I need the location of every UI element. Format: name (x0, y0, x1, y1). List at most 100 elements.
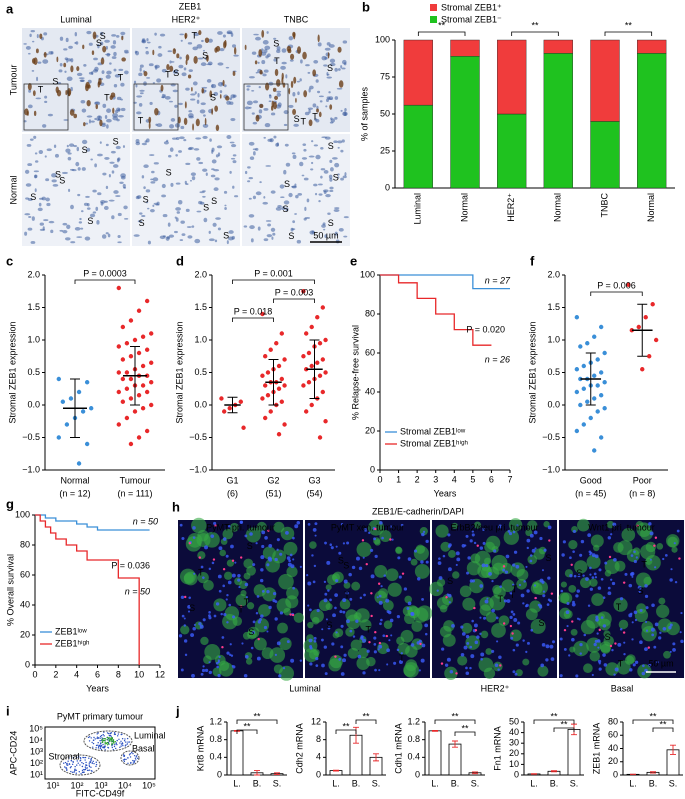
nucleus (197, 57, 204, 60)
nucleus (164, 96, 171, 100)
dapi (234, 561, 237, 564)
dapi (208, 661, 211, 664)
event (123, 740, 126, 742)
event (102, 733, 104, 736)
dapi (307, 581, 312, 586)
nucleus (226, 31, 233, 35)
dapi (447, 533, 451, 537)
region-mark: T (498, 594, 504, 604)
nucleus (188, 113, 194, 118)
ecad-cell (635, 572, 651, 588)
ecad-cell (613, 542, 624, 553)
nucleus (276, 142, 279, 147)
nucleus (138, 72, 143, 77)
y-tick-label: −0.5 (189, 432, 207, 442)
region-mark: S (248, 627, 254, 637)
dapi (515, 643, 519, 647)
nucleus (149, 154, 155, 157)
dapi (389, 618, 394, 623)
gate (120, 750, 140, 766)
nucleus (310, 168, 314, 171)
data-point (144, 373, 150, 378)
nucleus (263, 69, 269, 73)
legend-label: Stromal ZEB1⁻ (441, 14, 502, 24)
nucleus (313, 183, 318, 187)
dapi (566, 602, 570, 606)
dapi (473, 623, 478, 628)
nucleus (50, 229, 54, 234)
p-value: P = 0.036 (111, 560, 150, 570)
nucleus (44, 155, 47, 158)
dapi (329, 598, 332, 602)
event (78, 771, 80, 773)
nucleus (283, 169, 287, 175)
data-point (149, 380, 154, 385)
nucleus (325, 193, 331, 198)
event (111, 738, 113, 740)
ecad-cell (448, 550, 456, 558)
data-point (282, 383, 287, 388)
significance-bracket (434, 719, 476, 724)
data-point (585, 341, 590, 346)
dapi (202, 618, 206, 622)
nucleus (229, 141, 235, 144)
zeb1-stain (272, 87, 277, 92)
significance-label: ** (438, 20, 446, 30)
dapi (602, 624, 607, 628)
nucleus (336, 87, 343, 90)
event (76, 760, 78, 762)
data-point (301, 383, 306, 388)
event (106, 738, 108, 741)
nucleus (35, 97, 42, 100)
nucleus (105, 232, 109, 235)
nucleus (135, 141, 141, 146)
ecad-cell (436, 578, 446, 587)
x-tick-label: HER2⁺ (506, 193, 516, 222)
dapi (183, 617, 186, 620)
dapi (529, 554, 533, 557)
nucleus (340, 177, 344, 181)
column-label: TNBC (284, 14, 309, 24)
event (130, 762, 132, 764)
dapi (533, 584, 537, 587)
ecad-cell (415, 544, 426, 554)
significance-label: ** (550, 711, 558, 721)
significance-bracket (533, 719, 575, 724)
dapi (522, 602, 525, 605)
nucleus (264, 45, 271, 50)
zeb1-cell (221, 646, 224, 649)
bar-segment (637, 53, 667, 189)
dapi (679, 631, 682, 634)
ecad-cell (377, 642, 389, 655)
nucleus (147, 240, 151, 245)
event (79, 764, 81, 766)
nucleus (25, 183, 32, 187)
nucleus (288, 104, 294, 108)
nucleus (343, 216, 349, 219)
dapi (639, 640, 643, 645)
nucleus (190, 172, 196, 176)
nucleus (283, 110, 289, 115)
x-tick-label: Normal (646, 193, 656, 222)
nucleus (92, 189, 97, 193)
event (110, 738, 112, 741)
nucleus (175, 217, 179, 222)
significance-label: ** (243, 721, 251, 731)
y-tick-label: 2.0 (27, 269, 40, 279)
dapi (648, 522, 652, 526)
event (102, 743, 104, 746)
nucleus (269, 94, 272, 99)
dapi (366, 649, 370, 653)
event (89, 761, 91, 763)
nucleus (136, 95, 143, 98)
significance-bracket (355, 719, 377, 724)
significance-bracket (652, 727, 674, 732)
nucleus (188, 69, 193, 73)
y-tick-label: 40 (20, 599, 30, 609)
nucleus (89, 213, 96, 218)
event (64, 761, 67, 764)
region-mark: S (82, 145, 88, 155)
x-tick-note: (6) (227, 488, 238, 498)
event (103, 735, 105, 737)
event (76, 764, 78, 766)
